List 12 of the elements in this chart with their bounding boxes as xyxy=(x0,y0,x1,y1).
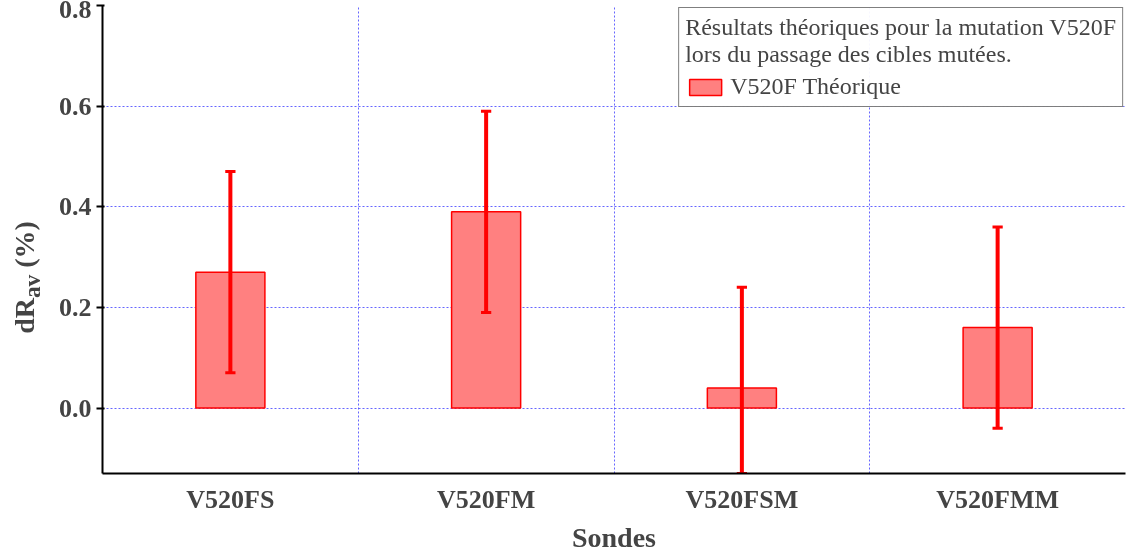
legend-title: Résultats théoriques pour la mutation V520F lors du passage des cibles mutées. xyxy=(685,14,1116,68)
y-tick-label: 0.2 xyxy=(59,292,92,322)
x-tick-label: V520FS xyxy=(186,484,275,514)
x-axis-title: Sondes xyxy=(571,521,657,553)
y-tick-label: 0.4 xyxy=(59,192,92,222)
y-tick-label: 0.6 xyxy=(59,91,92,121)
y-tick-label: 0.0 xyxy=(59,393,92,423)
y-tick-label: 0.8 xyxy=(59,0,92,24)
x-tick-label: V520FM xyxy=(437,484,536,514)
legend-label: V520F Théorique xyxy=(730,73,902,100)
x-tick-label: V520FMM xyxy=(936,484,1060,514)
x-tick-label: V520FSM xyxy=(685,484,799,514)
